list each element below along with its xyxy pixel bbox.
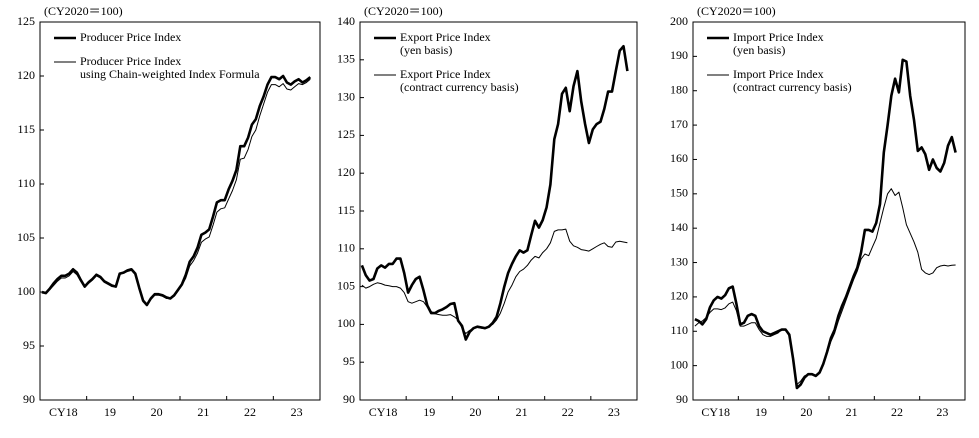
y-tick-label: 105 <box>17 230 35 244</box>
y-tick-label: 95 <box>343 354 355 368</box>
unit-note: (CY2020＝100) <box>364 4 443 18</box>
legend-label: Producer Price Index <box>80 30 182 44</box>
legend-label: Import Price Index (contract currency ba… <box>733 67 852 94</box>
y-tick-label: 115 <box>17 122 35 136</box>
y-tick-label: 140 <box>337 14 355 28</box>
series-line <box>41 78 311 306</box>
x-tick-label: 19 <box>423 405 435 419</box>
y-tick-label: 100 <box>670 357 688 371</box>
x-tick-label: 20 <box>151 405 163 419</box>
y-tick-label: 160 <box>670 151 688 165</box>
series-line <box>694 58 957 390</box>
y-tick-label: 90 <box>343 392 355 406</box>
y-tick-label: 120 <box>337 165 355 179</box>
unit-note: (CY2020＝100) <box>697 4 776 18</box>
series-line <box>694 188 956 385</box>
legend-label: Export Price Index (contract currency ba… <box>400 67 519 94</box>
y-tick-label: 95 <box>23 338 35 352</box>
x-tick-label: 23 <box>936 405 948 419</box>
y-tick-label: 100 <box>17 284 35 298</box>
y-tick-label: 115 <box>337 203 355 217</box>
unit-note: (CY2020＝100) <box>44 4 123 18</box>
series-line <box>361 228 628 334</box>
x-tick-label: 19 <box>104 405 116 419</box>
y-tick-label: 120 <box>17 68 35 82</box>
x-tick-label: 22 <box>244 405 256 419</box>
y-tick-label: 100 <box>337 316 355 330</box>
y-tick-label: 105 <box>337 278 355 292</box>
x-tick-label: 20 <box>469 405 481 419</box>
y-tick-label: 110 <box>670 323 688 337</box>
y-tick-label: 90 <box>23 392 35 406</box>
x-tick-label: CY18 <box>369 405 398 419</box>
y-tick-label: 130 <box>670 254 688 268</box>
series-line <box>360 44 629 341</box>
y-tick-label: 120 <box>670 289 688 303</box>
x-tick-label: 21 <box>197 405 209 419</box>
legend-label: Import Price Index (yen basis) <box>733 30 824 57</box>
x-tick-label: 20 <box>800 405 812 419</box>
x-tick-label: 21 <box>516 405 528 419</box>
x-tick-label: 23 <box>291 405 303 419</box>
legend-label: Export Price Index (yen basis) <box>400 30 491 57</box>
y-tick-label: 180 <box>670 82 688 96</box>
y-tick-label: 140 <box>670 220 688 234</box>
y-tick-label: 125 <box>337 127 355 141</box>
y-tick-label: 200 <box>670 14 688 28</box>
x-tick-label: CY18 <box>701 405 730 419</box>
x-tick-label: 22 <box>562 405 574 419</box>
y-tick-label: 170 <box>670 117 688 131</box>
y-tick-label: 110 <box>17 176 35 190</box>
y-tick-label: 190 <box>670 48 688 62</box>
x-tick-label: 22 <box>891 405 903 419</box>
y-tick-label: 130 <box>337 89 355 103</box>
x-tick-label: 23 <box>608 405 620 419</box>
legend-label: Producer Price Index using Chain-weighte… <box>80 54 260 81</box>
y-tick-label: 125 <box>17 14 35 28</box>
x-tick-label: 21 <box>846 405 858 419</box>
x-tick-label: 19 <box>755 405 767 419</box>
series-line <box>41 74 312 307</box>
y-tick-label: 90 <box>676 392 688 406</box>
y-tick-label: 150 <box>670 186 688 200</box>
y-tick-label: 135 <box>337 52 355 66</box>
x-tick-label: CY18 <box>49 405 78 419</box>
y-tick-label: 110 <box>337 241 355 255</box>
